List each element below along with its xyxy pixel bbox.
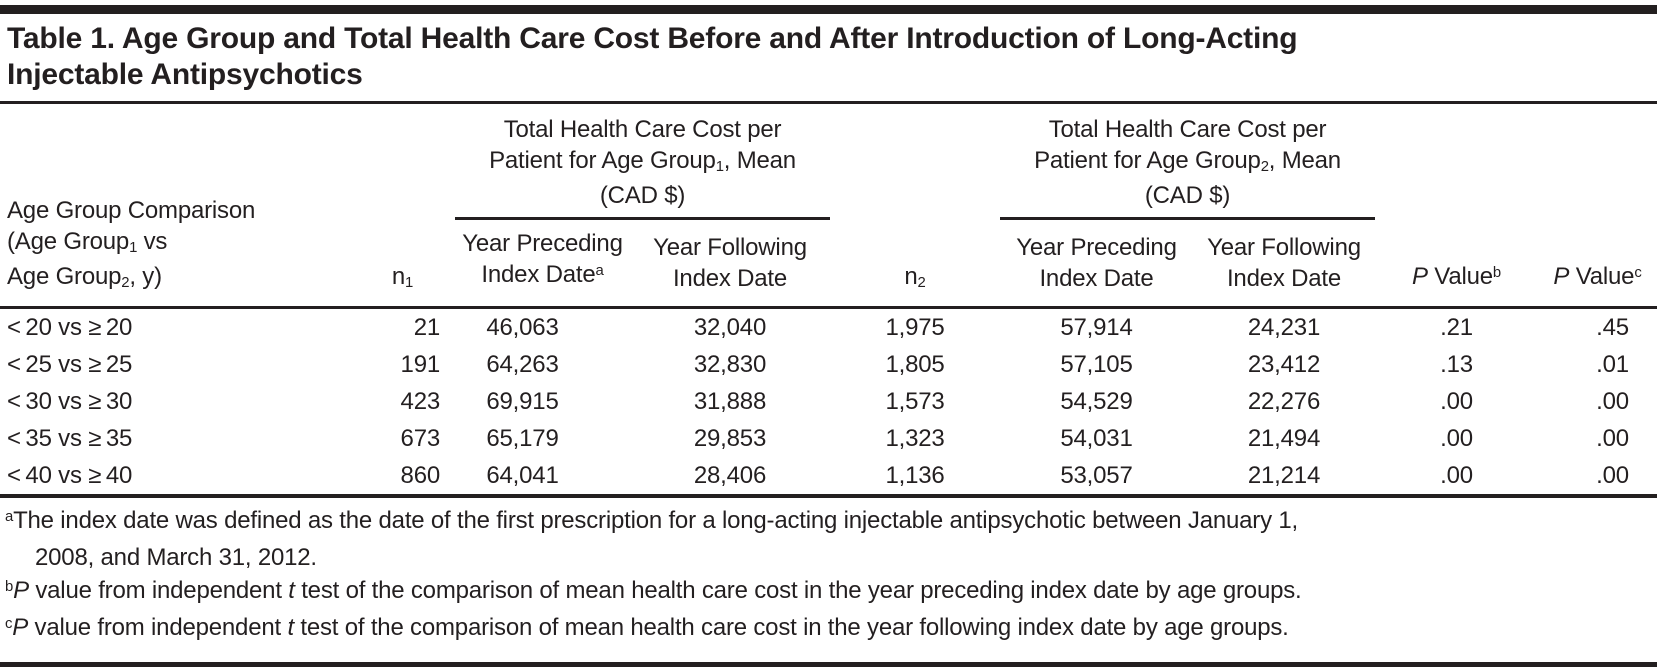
data-table: Age Group Comparison (Age Group1 vs Age … [0, 104, 1657, 498]
col-header-p-value-c: P Valuec [1538, 104, 1657, 309]
cell-n2: 1,573 [885, 388, 945, 415]
superscript-a: a [595, 262, 604, 279]
cell-g1-following-cost: 31,888 [693, 388, 767, 415]
cell-age-comparison: < 20 vs ≥ 20 [7, 314, 133, 341]
table-header: Age Group Comparison (Age Group1 vs Age … [0, 104, 1657, 309]
stub-line2: (Age Group [7, 228, 130, 255]
table-row: < 35 vs ≥ 35 673 65,179 29,853 1,323 54,… [0, 420, 1657, 457]
cell-g2-preceding-cost: 57,105 [1060, 351, 1133, 378]
superscript-b: b [1492, 264, 1501, 281]
cell-p-value-c: .01 [1596, 351, 1629, 378]
col-header-n2: n2 [830, 104, 1000, 309]
header-row-subcolumns: Year Preceding Index Datea Year Followin… [0, 218, 1657, 309]
cell-g2-preceding-cost: 54,031 [1060, 425, 1133, 452]
col-header-g2-year-following: Year Following Index Date [1193, 218, 1375, 309]
cell-g1-following-cost: 32,040 [693, 314, 767, 341]
table-title-line2: Injectable Antipsychotics [7, 58, 363, 91]
stub-line1: Age Group Comparison [7, 197, 256, 224]
subscript-2: 2 [1260, 159, 1269, 176]
cell-n1: 673 [400, 425, 441, 452]
bottom-rule [0, 662, 1657, 667]
col-header-age-group-comparison: Age Group Comparison (Age Group1 vs Age … [0, 104, 350, 309]
cell-g1-following-cost: 29,853 [693, 425, 767, 452]
cell-g1-preceding-cost: 64,263 [486, 351, 559, 378]
table-title: Table 1. Age Group and Total Health Care… [0, 14, 1657, 104]
col-group-header-group2-cost: Total Health Care Cost per Patient for A… [1000, 104, 1375, 220]
cell-p-value-c: .00 [1596, 425, 1629, 452]
cell-g1-preceding-cost: 69,915 [486, 388, 559, 415]
cell-n1: 191 [400, 351, 441, 378]
table-title-line1: Table 1. Age Group and Total Health Care… [7, 22, 1298, 55]
col-header-g1-year-following: Year Following Index Date [630, 218, 830, 309]
cell-p-value-b: .21 [1440, 314, 1473, 341]
top-rule [0, 5, 1657, 14]
cell-p-value-b: .00 [1440, 425, 1473, 452]
col-header-g1-year-preceding: Year Preceding Index Datea [455, 218, 630, 309]
cell-n1: 21 [413, 314, 440, 341]
footnote-marker: a [5, 508, 14, 525]
cell-n2: 1,136 [830, 457, 1000, 498]
cell-g1-following-cost: 28,406 [630, 457, 830, 498]
cell-age-comparison: < 40 vs ≥ 40 [0, 457, 350, 498]
cell-p-value-b: .13 [1440, 351, 1473, 378]
subscript-1: 1 [715, 159, 724, 176]
cell-g1-preceding-cost: 65,179 [486, 425, 559, 452]
footnote-marker: b [5, 578, 14, 595]
cell-n2: 1,805 [885, 351, 945, 378]
subscript-1: 1 [405, 275, 414, 292]
col-group-header-group1-cost: Total Health Care Cost per Patient for A… [455, 104, 830, 220]
superscript-c: c [1634, 264, 1642, 281]
table-row: < 20 vs ≥ 20 21 46,063 32,040 1,975 57,9… [0, 308, 1657, 347]
col-header-p-value-b: P Valueb [1375, 104, 1538, 309]
stub-line3: Age Group [7, 263, 122, 290]
cell-age-comparison: < 35 vs ≥ 35 [7, 425, 133, 452]
table-row: < 25 vs ≥ 25 191 64,263 32,830 1,805 57,… [0, 346, 1657, 383]
cell-p-value-c: .00 [1596, 388, 1629, 415]
cell-p-value-b: .00 [1440, 388, 1473, 415]
cell-n2: 1,323 [885, 425, 945, 452]
table-body: < 20 vs ≥ 20 21 46,063 32,040 1,975 57,9… [0, 308, 1657, 498]
footnote-marker: c [5, 615, 13, 632]
subscript-1: 1 [129, 240, 138, 257]
cell-n2: 1,975 [885, 314, 945, 341]
col-header-g2-year-preceding: Year Preceding Index Date [1000, 218, 1193, 309]
cell-p-value-c: .45 [1596, 314, 1629, 341]
cell-g1-preceding-cost: 64,041 [455, 457, 630, 498]
cell-p-value-b: .00 [1375, 457, 1538, 498]
footnotes: aThe index date was defined as the date … [0, 498, 1657, 648]
table-row: < 40 vs ≥ 40 860 64,041 28,406 1,136 53,… [0, 457, 1657, 498]
subscript-2: 2 [121, 275, 130, 292]
header-row-spanners: Age Group Comparison (Age Group1 vs Age … [0, 104, 1657, 309]
cell-g2-preceding-cost: 57,914 [1060, 314, 1133, 341]
table-row: < 30 vs ≥ 30 423 69,915 31,888 1,573 54,… [0, 383, 1657, 420]
cell-g1-following-cost: 32,830 [693, 351, 767, 378]
subscript-2: 2 [917, 275, 926, 292]
cell-age-comparison: < 25 vs ≥ 25 [7, 351, 133, 378]
cell-g1-preceding-cost: 46,063 [486, 314, 559, 341]
cell-g2-following-cost: 23,412 [1247, 351, 1321, 378]
cell-g2-following-cost: 22,276 [1247, 388, 1321, 415]
cell-g2-preceding-cost: 53,057 [1000, 457, 1193, 498]
cell-p-value-c: .00 [1538, 457, 1657, 498]
cell-g2-following-cost: 21,494 [1247, 425, 1321, 452]
col-header-n1: n1 [350, 104, 455, 309]
footnote-a: aThe index date was defined as the date … [5, 507, 1298, 571]
cell-g2-following-cost: 21,214 [1193, 457, 1375, 498]
footnote-b: bP value from independent t test of the … [5, 577, 1302, 604]
cell-g2-preceding-cost: 54,529 [1060, 388, 1133, 415]
cell-age-comparison: < 30 vs ≥ 30 [7, 388, 133, 415]
footnote-c: cP value from independent t test of the … [5, 614, 1289, 641]
cell-g2-following-cost: 24,231 [1247, 314, 1321, 341]
cell-n1: 423 [400, 388, 441, 415]
cell-n1: 860 [350, 457, 455, 498]
